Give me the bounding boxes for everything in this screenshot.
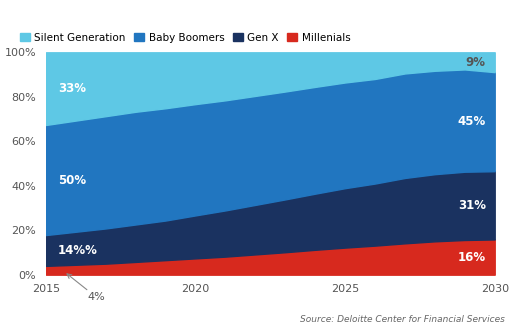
Text: 50%: 50% <box>58 174 86 186</box>
Text: 33%: 33% <box>58 82 86 95</box>
Legend: Silent Generation, Baby Boomers, Gen X, Millenials: Silent Generation, Baby Boomers, Gen X, … <box>20 33 350 43</box>
Text: 14%%: 14%% <box>58 244 98 257</box>
Text: Source: Deloitte Center for Financial Services: Source: Deloitte Center for Financial Se… <box>299 315 504 324</box>
Text: 16%: 16% <box>457 250 485 264</box>
Text: 45%: 45% <box>457 115 485 128</box>
Text: 31%: 31% <box>457 199 485 212</box>
Text: 9%: 9% <box>465 56 485 69</box>
Text: 4%: 4% <box>67 274 105 302</box>
